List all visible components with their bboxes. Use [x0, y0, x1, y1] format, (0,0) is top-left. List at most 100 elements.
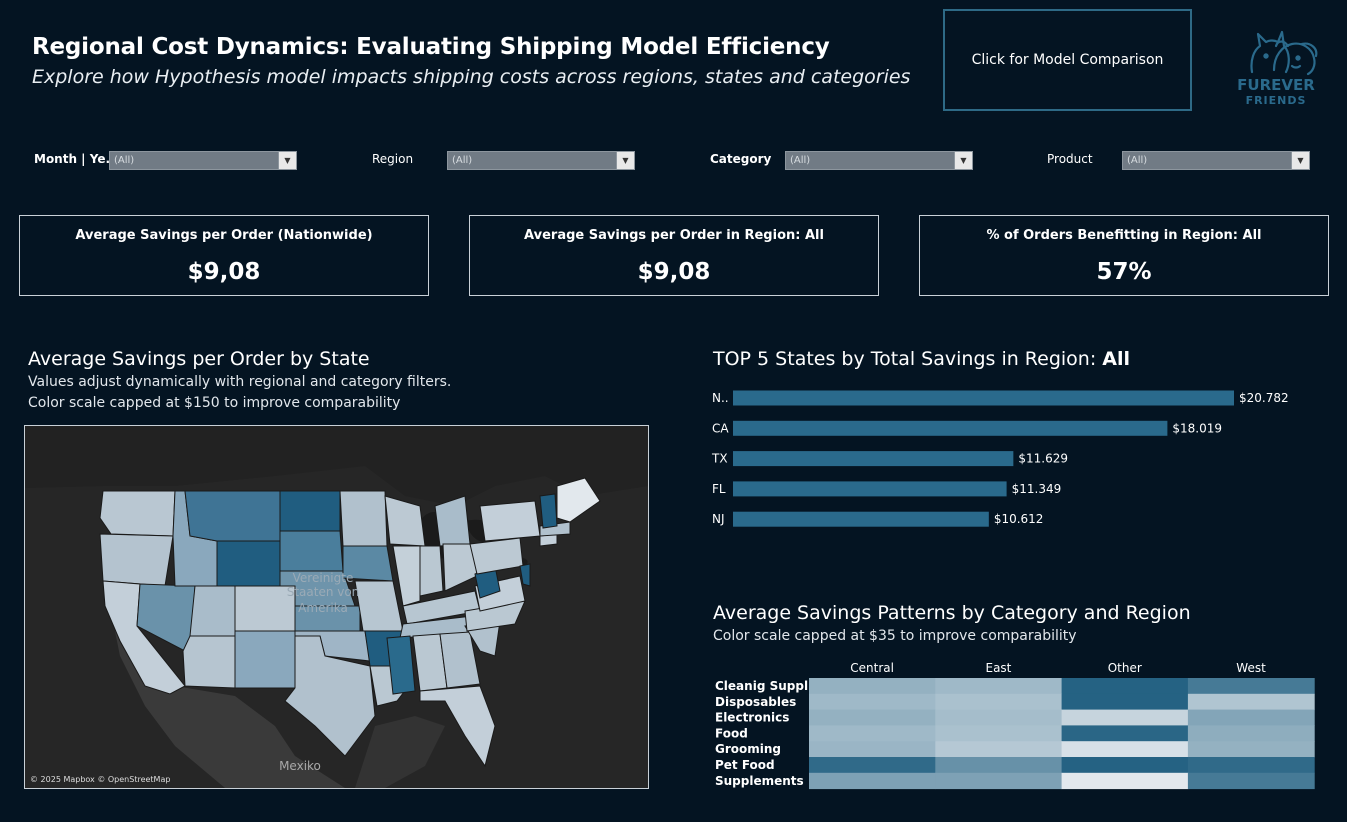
- state-in: [419, 545, 444, 597]
- heatmap-column-label: Other: [1108, 661, 1142, 675]
- bar-category-label: CA: [712, 421, 729, 435]
- kpi-value: 57%: [1096, 259, 1152, 285]
- state-wy: [216, 540, 281, 587]
- model-comparison-button[interactable]: Click for Model Comparison: [943, 9, 1192, 111]
- heatmap-cell[interactable]: [1061, 757, 1189, 774]
- heatmap-cell[interactable]: [1061, 772, 1189, 790]
- filter-label-product: Product: [1047, 152, 1093, 166]
- dashboard-subtitle: Explore how Hypothesis model impacts shi…: [32, 66, 911, 88]
- kpi-label: % of Orders Benefitting in Region: All: [986, 228, 1262, 243]
- heatmap-cell[interactable]: [809, 678, 936, 695]
- bar-value-label: $11.629: [1018, 452, 1068, 466]
- bar[interactable]: [733, 451, 1014, 467]
- state-vt-nh: [539, 493, 558, 529]
- dashboard-title: Regional Cost Dynamics: Evaluating Shipp…: [32, 34, 830, 60]
- heatmap-column-label: West: [1236, 661, 1266, 675]
- heatmap-cell[interactable]: [1061, 693, 1189, 711]
- heatmap-cell[interactable]: [935, 678, 1063, 695]
- heatmap-row-label: Grooming: [715, 742, 781, 756]
- bar-chart-title-region: All: [1102, 348, 1131, 370]
- heatmap-row-label: Supplements: [715, 774, 804, 788]
- bar[interactable]: [733, 481, 1007, 497]
- heatmap-column-label: East: [985, 661, 1011, 675]
- state-nj: [519, 563, 531, 587]
- furever-friends-logo: FUREVER FRIENDS: [1228, 20, 1324, 108]
- dropdown-arrow-icon[interactable]: ▼: [1291, 152, 1309, 169]
- heatmap-cell[interactable]: [935, 693, 1063, 711]
- filter-value: (All): [114, 155, 135, 166]
- bar-category-label: NJ: [712, 512, 725, 526]
- heatmap-column-label: Central: [850, 661, 894, 675]
- heatmap-cell[interactable]: [1187, 725, 1315, 742]
- bar-value-label: $18.019: [1172, 421, 1222, 435]
- heatmap-row-label: Electronics: [715, 711, 789, 725]
- filter-label-category: Category: [710, 152, 772, 166]
- filter-select-month-year[interactable]: (All) ▼: [109, 151, 297, 170]
- heatmap-cell[interactable]: [1061, 741, 1189, 758]
- heatmap-cell[interactable]: [1187, 709, 1315, 726]
- heatmap-cell[interactable]: [809, 772, 936, 790]
- heatmap-cell[interactable]: [809, 725, 936, 742]
- heatmap-cell[interactable]: [935, 741, 1063, 758]
- heatmap-cell[interactable]: [1187, 678, 1315, 695]
- heatmap-row-label: Pet Food: [715, 758, 775, 772]
- heatmap-cell[interactable]: [935, 757, 1063, 774]
- bar-value-label: $10.612: [994, 512, 1044, 526]
- heatmap-cell[interactable]: [1187, 757, 1315, 774]
- state-tx: [284, 635, 376, 757]
- category-region-heatmap: Central East Other West Cleanig Supplies Disp…: [715, 661, 1315, 790]
- heatmap-cell[interactable]: [935, 725, 1063, 742]
- kpi-value: $9,08: [187, 259, 261, 285]
- heatmap-cell[interactable]: [1061, 725, 1189, 742]
- heatmap-subtitle: Color scale capped at $35 to improve com…: [713, 628, 1077, 644]
- bar-chart-title-prefix: TOP 5 States by Total Savings in Region:: [713, 348, 1103, 370]
- filter-select-product[interactable]: (All) ▼: [1122, 151, 1310, 170]
- bar-category-label: TX: [711, 452, 728, 466]
- state-nm: [234, 630, 296, 689]
- filter-value: (All): [790, 155, 811, 166]
- cat-dog-icon: FUREVER FRIENDS: [1237, 30, 1318, 107]
- filter-select-region[interactable]: (All) ▼: [447, 151, 635, 170]
- filter-label-region: Region: [372, 152, 414, 166]
- heatmap-row-label: Cleanig Supplies: [715, 679, 827, 693]
- bar[interactable]: [733, 420, 1168, 436]
- heatmap-cell[interactable]: [1061, 678, 1189, 695]
- heatmap-cell[interactable]: [809, 757, 936, 774]
- bar-category-label: FL: [712, 482, 726, 496]
- state-mt: [184, 490, 281, 542]
- state-nd: [279, 490, 341, 532]
- heatmap-cell[interactable]: [809, 693, 936, 711]
- heatmap-cell[interactable]: [1187, 693, 1315, 711]
- dropdown-arrow-icon[interactable]: ▼: [278, 152, 296, 169]
- heatmap-cell[interactable]: [1061, 709, 1189, 726]
- dropdown-arrow-icon[interactable]: ▼: [954, 152, 972, 169]
- map-subtitle-1: Values adjust dynamically with regional …: [28, 374, 452, 390]
- kpi-label: Average Savings per Order (Nationwide): [75, 228, 373, 243]
- bar[interactable]: [733, 511, 989, 527]
- bar-value-label: $11.349: [1012, 482, 1062, 496]
- state-ms: [386, 635, 416, 695]
- heatmap-cell[interactable]: [809, 709, 936, 726]
- kpi-label: Average Savings per Order in Region: All: [524, 228, 824, 243]
- kpi-card-region: Average Savings per Order in Region: All…: [469, 215, 879, 296]
- savings-by-state-map[interactable]: Vereinigte Staaten von Amerika Mexiko © …: [24, 425, 649, 789]
- filter-label-month-year: Month | Ye..: [34, 152, 115, 166]
- heatmap-cell[interactable]: [1187, 741, 1315, 758]
- state-sd: [279, 530, 344, 572]
- map-label-country: Staaten von: [287, 585, 360, 599]
- map-label-country: Vereinigte: [293, 571, 354, 585]
- kpi-card-orders-benefitting: % of Orders Benefitting in Region: All 5…: [919, 215, 1329, 296]
- state-or: [99, 533, 174, 587]
- state-mn: [339, 490, 388, 547]
- bar[interactable]: [733, 390, 1234, 406]
- heatmap-title: Average Savings Patterns by Category and…: [713, 602, 1191, 624]
- logo-text-line2: FRIENDS: [1246, 94, 1307, 107]
- heatmap-cell[interactable]: [1187, 772, 1315, 790]
- model-comparison-button-label: Click for Model Comparison: [971, 52, 1164, 68]
- heatmap-cell[interactable]: [809, 741, 936, 758]
- filter-select-category[interactable]: (All) ▼: [785, 151, 973, 170]
- heatmap-cell[interactable]: [935, 709, 1063, 726]
- heatmap-row-label: Food: [715, 726, 748, 740]
- heatmap-cell[interactable]: [935, 772, 1063, 790]
- dropdown-arrow-icon[interactable]: ▼: [616, 152, 634, 169]
